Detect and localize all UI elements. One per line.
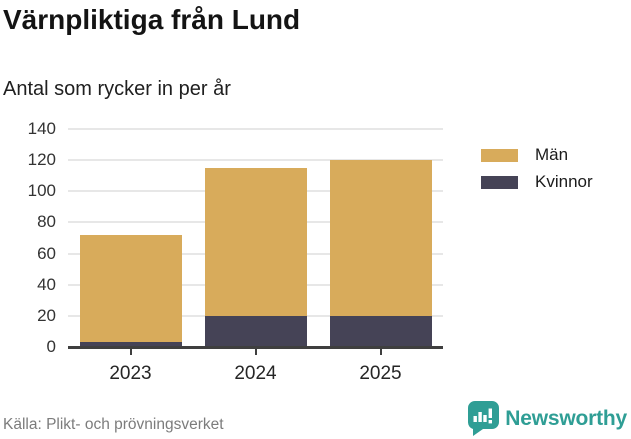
newsworthy-logo: Newsworthy: [468, 401, 627, 436]
bar-segment-kvinnor-2023: [79, 342, 182, 347]
y-axis-tick-label: 40: [37, 274, 56, 294]
newsworthy-bubble-chart-icon: [468, 401, 500, 436]
plot-area: [68, 128, 443, 355]
gridline: [68, 159, 443, 162]
bar-segment-män-2023: [79, 234, 182, 343]
legend-swatch: [481, 148, 518, 162]
legend: Män Kvinnor: [481, 144, 593, 198]
bar-segment-kvinnor-2025: [329, 315, 432, 347]
y-axis-tick-label: 0: [46, 337, 56, 356]
newsworthy-wordmark: Newsworthy: [505, 406, 627, 430]
x-axis-tick: [379, 348, 382, 355]
legend-item-män: Män: [481, 144, 593, 166]
legend-label: Kvinnor: [535, 172, 593, 191]
y-axis-tick-label: 60: [37, 243, 56, 263]
x-axis: 2023 2024 2025: [68, 362, 443, 388]
y-axis-tick-label: 20: [37, 305, 56, 325]
chart-title: Värnpliktiga från Lund: [3, 4, 301, 35]
x-axis-tick-label: 2023: [109, 363, 152, 384]
source-note: Källa: Plikt- och prövningsverket: [3, 416, 224, 433]
bar-segment-män-2025: [329, 160, 432, 316]
x-axis-tick: [129, 348, 132, 355]
chart-subtitle: Antal som rycker in per år: [3, 78, 231, 100]
bar-segment-kvinnor-2024: [204, 315, 307, 347]
legend-item-kvinnor: Kvinnor: [481, 171, 593, 193]
legend-label: Män: [535, 145, 569, 164]
x-axis-line: [68, 346, 443, 349]
legend-swatch: [481, 175, 518, 189]
y-axis-tick-label: 120: [27, 150, 56, 170]
bar-segment-män-2024: [204, 167, 307, 316]
y-axis-tick-label: 80: [37, 212, 56, 232]
x-axis-tick-label: 2025: [359, 363, 402, 384]
y-axis: 0 20 40 60 80 100 120 140: [0, 119, 56, 356]
x-axis-tick-label: 2024: [234, 363, 277, 384]
y-axis-tick-label: 140: [27, 119, 56, 138]
gridline: [68, 128, 443, 130]
x-axis-tick: [254, 348, 257, 355]
y-axis-tick-label: 100: [27, 181, 56, 201]
